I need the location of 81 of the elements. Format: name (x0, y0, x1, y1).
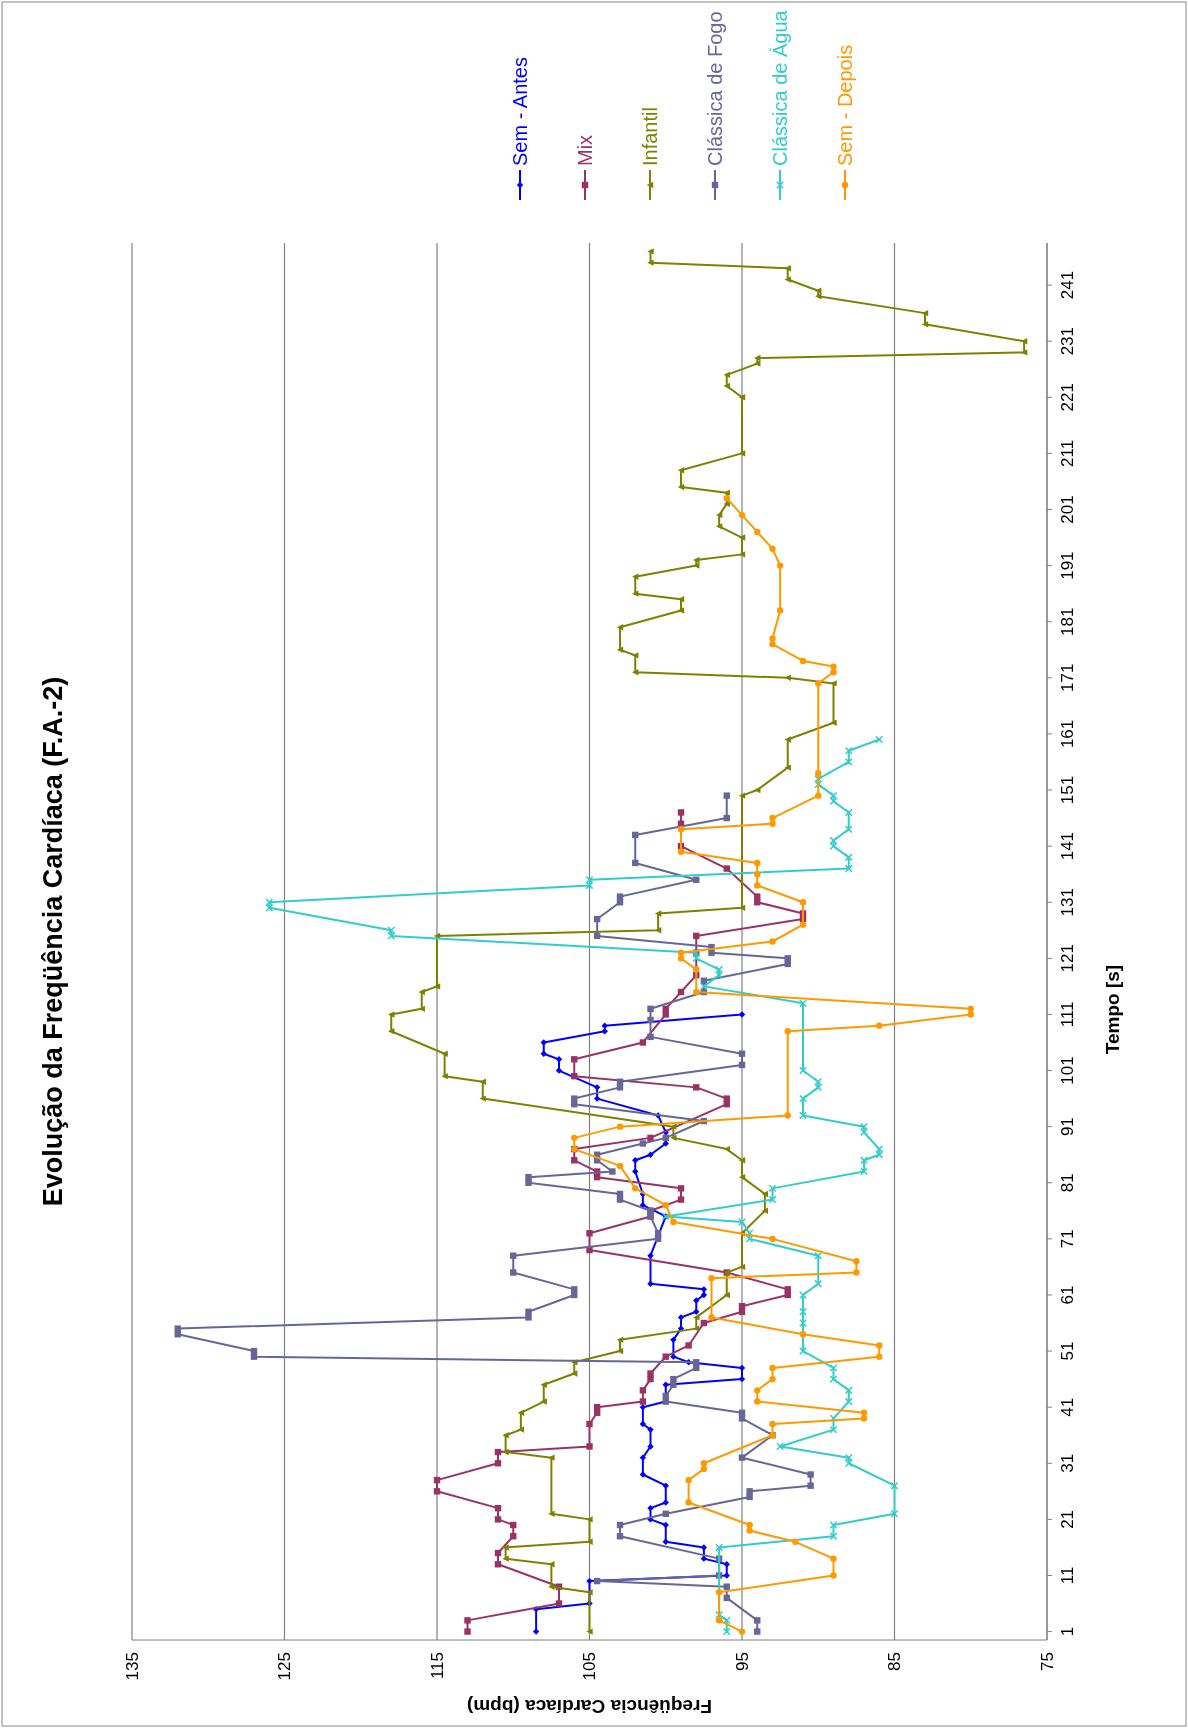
y-tick-label: 211 (1058, 439, 1077, 467)
point (601, 1028, 608, 1035)
point (647, 1280, 654, 1287)
point (700, 1544, 708, 1551)
point (693, 1308, 700, 1315)
point (647, 1426, 654, 1433)
point (700, 1286, 708, 1293)
y-tick-label: 21 (1058, 1509, 1077, 1529)
y-tick-label: 161 (1058, 719, 1077, 749)
y-axis-title: Tempo [s] (1102, 964, 1123, 1055)
point (601, 1022, 608, 1029)
point (700, 1291, 708, 1299)
point (639, 1403, 647, 1411)
point (670, 1336, 677, 1344)
point (662, 1140, 669, 1147)
point (693, 1297, 700, 1304)
point (639, 1471, 647, 1478)
x-tick-label: 85 (885, 1652, 905, 1671)
y-tick-label: 221 (1058, 383, 1077, 412)
point (677, 1314, 685, 1321)
y-tick-label: 241 (1058, 270, 1077, 300)
point (670, 1353, 677, 1360)
y-tick-label: 181 (1058, 607, 1077, 636)
y-tick-label: 111 (1058, 1001, 1077, 1028)
point (639, 1420, 647, 1428)
y-tick-label: 1 (1058, 1626, 1077, 1637)
point (540, 1039, 547, 1046)
point (632, 1157, 639, 1164)
point (662, 1499, 669, 1506)
point (662, 1521, 669, 1529)
y-tick-label: 61 (1058, 1285, 1077, 1305)
point (593, 1095, 601, 1102)
x-tick-label: 105 (580, 1652, 600, 1681)
point (647, 1443, 654, 1450)
text: Infantil (639, 107, 661, 166)
y-tick-label: 121 (1058, 944, 1077, 973)
x-tick-label: 125 (275, 1652, 295, 1681)
y-tick-label: 31 (1058, 1453, 1077, 1473)
y-tick-label: 71 (1058, 1229, 1077, 1249)
point (662, 1482, 669, 1489)
point (738, 1011, 746, 1018)
y-tick-label: 201 (1058, 495, 1077, 524)
x-tick-label: 135 (122, 1652, 142, 1681)
text: Clássica de Fogo (704, 11, 726, 166)
point (647, 1504, 654, 1512)
y-tick-label: 131 (1058, 888, 1077, 917)
point (723, 1561, 730, 1568)
point (555, 1056, 563, 1063)
text: Sem - Depois (834, 44, 856, 166)
x-axis-title: Freqüência Cardíaca (bpm) (467, 1696, 712, 1717)
x-tick-label: 75 (1037, 1652, 1057, 1671)
x-tick-label: 95 (732, 1652, 752, 1671)
point (662, 1381, 669, 1388)
point (662, 1538, 669, 1546)
point (700, 1555, 708, 1562)
y-tick-label: 11 (1058, 1566, 1077, 1585)
text: Evolução da Freqüência Cardíaca (F.A.-2) (38, 676, 68, 1207)
y-tick-label: 51 (1058, 1341, 1077, 1361)
text: Clássica de Água (769, 9, 791, 166)
x-tick-label: 115 (427, 1652, 447, 1680)
point (532, 1628, 540, 1635)
point (632, 1168, 639, 1175)
point (723, 1572, 730, 1579)
y-tick-label: 101 (1058, 1056, 1077, 1085)
point (555, 1067, 563, 1074)
y-tick-label: 81 (1058, 1173, 1077, 1193)
y-tick-label: 141 (1058, 831, 1077, 861)
point (639, 1454, 647, 1461)
point (593, 1084, 601, 1091)
y-tick-label: 171 (1058, 663, 1077, 692)
point (647, 1252, 654, 1259)
y-tick-label: 231 (1058, 327, 1077, 356)
y-tick-label: 41 (1058, 1397, 1077, 1417)
point (586, 1577, 593, 1585)
text: Mix (574, 134, 596, 166)
y-tick-label: 191 (1058, 551, 1077, 580)
y-tick-label: 151 (1058, 775, 1077, 805)
y-tick-label: 91 (1058, 1117, 1077, 1137)
point (647, 1151, 654, 1158)
text: Sem - Antes (509, 57, 531, 166)
point (540, 1050, 547, 1057)
